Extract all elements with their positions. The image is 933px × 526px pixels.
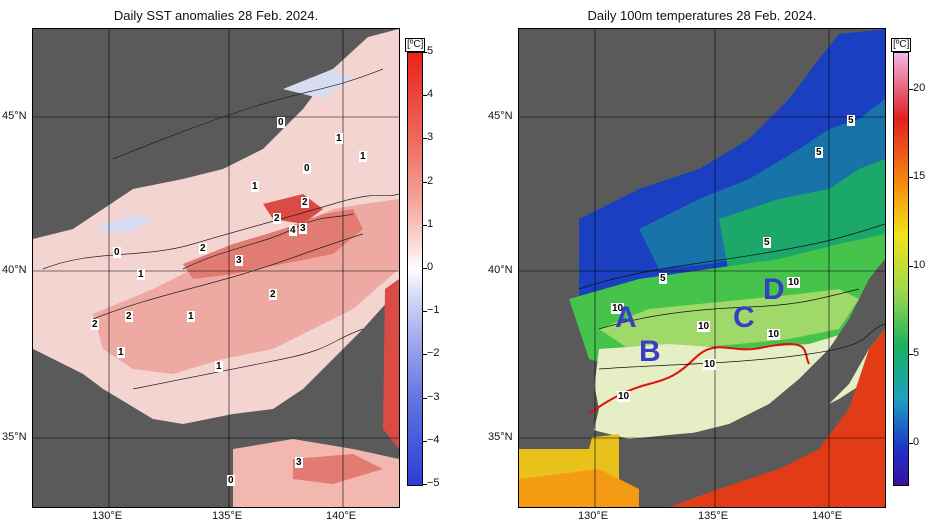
temperature-100m-map: 5 5 5 5 10 10 10 10 10 10 A B C D [518,28,886,508]
colorbar-tick-label: 4 [427,88,434,101]
colorbar-tick [423,484,427,485]
colorbar-tick [423,440,427,442]
colorbar-tick-label: 1 [427,217,434,230]
colorbar-tick-label: 10 [913,258,926,271]
lon-label-140-right: 140°E [812,510,843,522]
contour-label: 1 [137,269,145,280]
colorbar-tick-label: −4 [427,433,440,446]
lon-label-135-right: 135°E [698,510,729,522]
contour-label: 1 [335,133,343,144]
contour-label: 0 [277,117,285,128]
contour-label: 5 [847,115,855,126]
contour-label: 10 [767,329,781,340]
lon-label-140: 140°E [326,510,357,522]
contour-label: 2 [273,213,281,224]
contour-label: 1 [117,347,125,358]
contour-label: 1 [187,311,195,322]
colorbar-tick-label: 5 [913,347,920,360]
region-label-a: A [615,301,637,334]
colorbar-tick [423,95,427,97]
lat-label-45-right: 45°N [488,110,513,122]
contour-label: 2 [199,243,207,254]
colorbar-tick-label: 0 [427,261,434,273]
colorbar-tick [909,354,913,356]
contour-label: 10 [787,277,801,288]
colorbar-tick-label: −5 [427,477,440,489]
colorbar-tick [423,311,427,313]
colorbar-tick-label: 15 [913,170,926,183]
contour-label: 0 [227,475,235,486]
contour-label: 5 [815,147,823,158]
colorbar-tick [423,397,427,399]
contour-label: 0 [113,247,121,258]
left-panel-title: Daily SST anomalies 28 Feb. 2024. [113,8,319,23]
contour-label: 4 [289,225,297,236]
lat-label-35-right: 35°N [488,431,513,443]
region-label-d: D [763,273,785,306]
colorbar-tick [423,181,427,183]
colorbar-tick [423,52,427,53]
contour-label: 5 [763,237,771,248]
lat-label-45: 45°N [2,110,27,122]
lat-label-40-right: 40°N [488,264,513,276]
colorbar-tick-label: −3 [427,390,440,403]
contour-label: 2 [125,311,133,322]
lon-label-135: 135°E [212,510,243,522]
colorbar-tick [423,224,427,226]
colorbar-tick [909,88,913,90]
contour-label: 1 [251,181,259,192]
colorbar-tick [909,442,913,444]
contour-label: 10 [703,359,717,370]
contour-label: 3 [299,223,307,234]
region-label-c: C [733,301,755,334]
contour-label: 10 [617,391,631,402]
colorbar-tick-label: 3 [427,131,434,144]
colorbar-tick-label: 20 [913,81,926,94]
colorbar-tick [909,265,913,267]
sst-anomaly-map: 0 1 1 0 1 2 2 4 3 0 2 3 1 2 2 1 1 2 1 3 … [32,28,400,508]
contour-label: 3 [235,255,243,266]
contour-label: 3 [295,457,303,468]
colorbar-tick [909,177,913,179]
right-colorbar-unit: [ºC] [891,38,912,52]
colorbar-tick-label: 5 [427,45,434,57]
lat-label-40: 40°N [2,264,27,276]
colorbar-tick [423,354,427,356]
lat-label-35: 35°N [2,431,27,443]
region-label-b: B [639,335,661,368]
contour-label: 1 [359,151,367,162]
contour-label: 1 [215,361,223,372]
right-panel-title: Daily 100m temperatures 28 Feb. 2024. [587,8,817,23]
contour-label: 5 [659,273,667,284]
colorbar-tick-label: −1 [427,304,440,317]
colorbar-tick-label: −2 [427,347,440,360]
contour-label: 0 [303,163,311,174]
temperature-colorbar [893,52,909,486]
colorbar-tick-label: 0 [913,435,920,448]
contour-label: 2 [91,319,99,330]
colorbar-tick [423,138,427,140]
anomaly-colorbar [407,52,423,486]
contour-label: 10 [611,303,625,314]
contour-label: 2 [301,197,309,208]
colorbar-tick-label: 2 [427,174,434,187]
left-colorbar-unit: [ºC] [405,38,426,52]
lon-label-130-right: 130°E [578,510,609,522]
colorbar-tick [423,268,427,269]
contour-label: 2 [269,289,277,300]
contour-label: 10 [697,321,711,332]
lon-label-130: 130°E [92,510,123,522]
